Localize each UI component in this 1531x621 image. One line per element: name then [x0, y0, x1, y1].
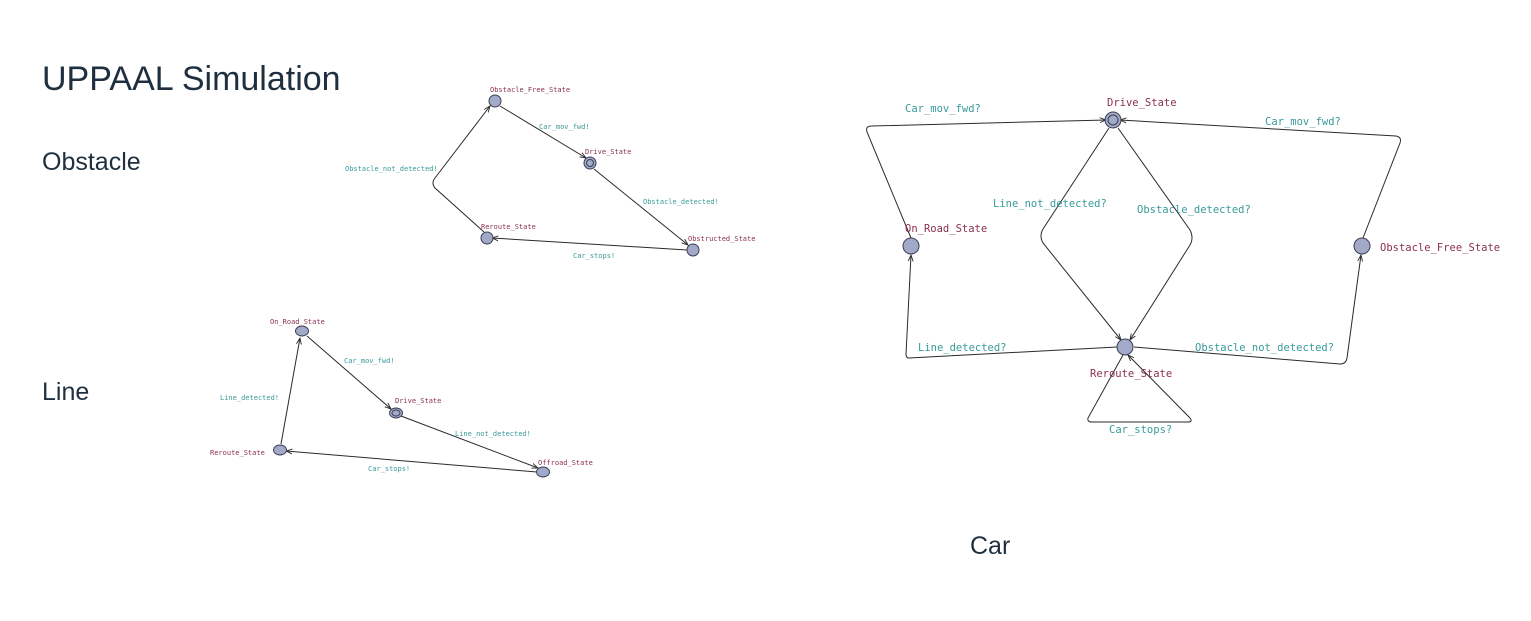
line-automaton: On_Road_State Drive_State Offroad_State … [210, 318, 593, 478]
car-sync-obstacle-detected: Obstacle_detected? [1137, 204, 1251, 216]
line-heading: Line [42, 378, 90, 406]
obstacle-location-drive [583, 156, 597, 170]
obstacle-label-obstacle-free: Obstacle_Free_State [490, 86, 570, 94]
line-initial-marker [391, 409, 401, 417]
obstacle-label-obstructed: Obstructed_State [688, 235, 755, 243]
car-sync-line-not-detected: Line_not_detected? [993, 198, 1107, 210]
car-location-on-road [902, 237, 920, 255]
line-location-reroute [273, 444, 287, 456]
line-edge-car-mov-fwd [306, 335, 391, 409]
line-sync-line-detected: Line_detected! [220, 394, 279, 402]
line-label-on-road: On_Road_State [270, 318, 325, 326]
line-edge-line-detected [280, 338, 300, 445]
slide-title: UPPAAL Simulation [42, 60, 341, 98]
car-label-on-road: On_Road_State [905, 223, 987, 235]
car-edge-line-not-detected [1040, 127, 1121, 340]
obstacle-edge-car-stops [492, 238, 688, 251]
car-edge-obstacle-not-detected [1133, 255, 1361, 365]
obstacle-sync-obstacle-detected: Obstacle_detected! [643, 198, 719, 206]
obstacle-location-obstructed [686, 243, 700, 257]
line-edge-car-stops [286, 451, 538, 473]
obstacle-automaton: Obstacle_Free_State Drive_State Obstruct… [345, 86, 755, 260]
obstacle-label-reroute: Reroute_State [481, 223, 536, 231]
obstacle-edge-obstacle-detected [593, 168, 688, 245]
car-label-reroute: Reroute_State [1090, 368, 1172, 380]
obstacle-heading: Obstacle [42, 148, 141, 176]
car-sync-line-detected: Line_detected? [918, 342, 1007, 354]
obstacle-sync-obstacle-not-detected: Obstacle_not_detected! [345, 165, 438, 173]
obstacle-location-obstacle-free [488, 94, 502, 108]
car-automaton: Drive_State On_Road_State Obstacle_Free_… [866, 97, 1500, 436]
car-edge-line-detected [905, 255, 1118, 359]
car-initial-marker [1107, 114, 1119, 126]
car-label-drive: Drive_State [1107, 97, 1177, 109]
obstacle-sync-car-mov-fwd: Car_mov_fwd! [539, 123, 590, 131]
car-label-obstacle-free: Obstacle_Free_State [1380, 242, 1500, 254]
car-edge-obstacle-detected [1117, 127, 1193, 340]
car-location-obstacle-free [1353, 237, 1371, 255]
car-sync-car-mov-fwd-left: Car_mov_fwd? [905, 103, 981, 115]
car-location-drive [1104, 111, 1122, 129]
car-edge-car-stops [1087, 355, 1192, 423]
car-edge-car-mov-fwd-right [1120, 120, 1401, 239]
obstacle-sync-car-stops: Car_stops! [573, 252, 615, 260]
obstacle-label-drive: Drive_State [585, 148, 631, 156]
obstacle-edge-car-mov-fwd [499, 105, 586, 158]
car-sync-car-stops: Car_stops? [1109, 424, 1172, 436]
line-label-offroad: Offroad_State [538, 459, 593, 467]
line-sync-car-mov-fwd: Car_mov_fwd! [344, 357, 395, 365]
car-location-reroute [1116, 338, 1134, 356]
obstacle-initial-marker [586, 159, 594, 167]
obstacle-edge-obstacle-not-detected [432, 106, 490, 233]
line-label-reroute: Reroute_State [210, 449, 265, 457]
line-label-drive: Drive_State [395, 397, 441, 405]
car-sync-obstacle-not-detected: Obstacle_not_detected? [1195, 342, 1334, 354]
car-sync-car-mov-fwd-right: Car_mov_fwd? [1265, 116, 1341, 128]
car-edge-car-mov-fwd-left [866, 120, 1106, 239]
line-edge-line-not-detected [400, 415, 538, 468]
line-sync-car-stops: Car_stops! [368, 465, 410, 473]
car-heading: Car [970, 532, 1011, 560]
line-location-on-road [295, 325, 309, 337]
line-location-offroad [536, 466, 550, 478]
line-sync-line-not-detected: Line_not_detected! [455, 430, 531, 438]
obstacle-location-reroute [480, 231, 494, 245]
